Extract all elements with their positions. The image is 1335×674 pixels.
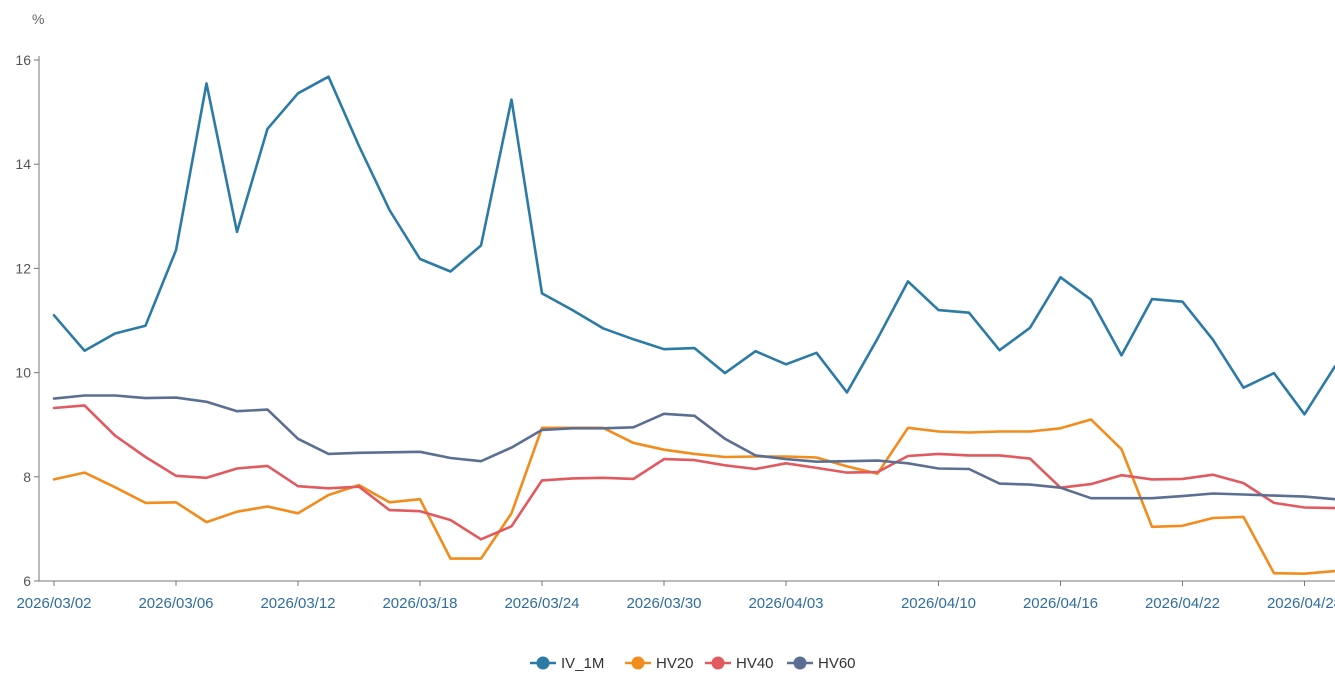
x-tick-label: 2026/03/12 [260, 595, 335, 612]
legend-label: HV60 [818, 655, 856, 672]
series-line-hv40 [52, 404, 1335, 541]
x-tick-label: 2026/03/06 [138, 595, 213, 612]
legend-marker-icon [793, 656, 807, 670]
y-tick-label: 16 [15, 52, 31, 68]
legend-marker-icon [536, 656, 550, 670]
legend[interactable]: IV_1M HV20 HV40 HV60 [530, 655, 856, 672]
series-line-iv-1m [52, 75, 1335, 416]
x-tick-label: 2026/04/22 [1145, 595, 1220, 612]
series-line-hv60 [52, 394, 1335, 501]
x-tick-label: 2026/03/30 [626, 595, 701, 612]
y-unit-label: % [32, 11, 44, 27]
x-tick-label: 2026/03/24 [504, 595, 579, 612]
legend-marker-icon [631, 656, 645, 670]
series-line-hv20 [52, 418, 1335, 576]
x-tick-label: 2026/04/03 [748, 595, 823, 612]
y-axis: 6 8 10 12 14 16 [15, 52, 40, 589]
legend-label: IV_1M [561, 655, 604, 672]
legend-label: HV40 [736, 655, 774, 672]
x-axis: 2026/03/02 2026/03/06 2026/03/12 2026/03/18… [16, 580, 1335, 612]
y-tick-label: 12 [15, 260, 31, 276]
legend-item-hv20[interactable]: HV20 [625, 655, 694, 672]
legend-marker-icon [711, 656, 725, 670]
legend-item-hv60[interactable]: HV60 [787, 655, 856, 672]
x-tick-label: 2026/04/28 [1267, 595, 1335, 612]
x-tick-label: 2026/03/02 [16, 595, 91, 612]
x-tick-label: 2026/03/18 [382, 595, 457, 612]
legend-label: HV20 [656, 655, 694, 672]
legend-item-hv40[interactable]: HV40 [705, 655, 774, 672]
y-tick-label: 14 [15, 156, 31, 172]
y-tick-label: 6 [23, 573, 31, 589]
y-tick-label: 8 [23, 469, 31, 485]
x-tick-label: 2026/04/16 [1023, 595, 1098, 612]
series-layer [52, 75, 1335, 576]
legend-item-iv-1m[interactable]: IV_1M [530, 655, 604, 672]
x-tick-label: 2026/04/10 [901, 595, 976, 612]
y-tick-label: 10 [15, 365, 31, 381]
